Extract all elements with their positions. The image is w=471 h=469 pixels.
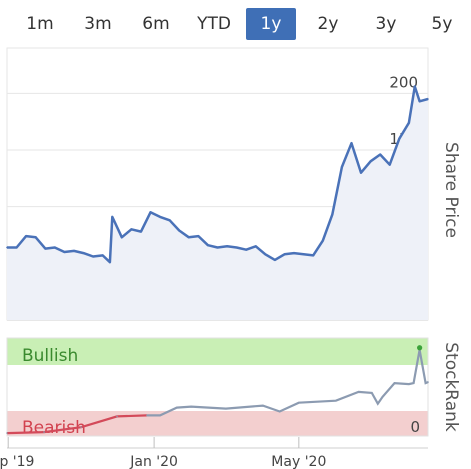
price-point <box>388 163 391 166</box>
rank-point <box>381 396 384 398</box>
price-point <box>302 253 305 256</box>
rank-point <box>159 414 161 417</box>
price-point <box>92 255 94 258</box>
price-point <box>101 254 104 257</box>
price-point <box>73 250 75 252</box>
rank-tick-label: 0 <box>410 418 420 436</box>
price-point <box>283 253 286 256</box>
rank-point <box>190 405 192 408</box>
rank-point <box>278 410 281 413</box>
price-tick-label: 200 <box>389 73 418 91</box>
rank-point <box>376 402 379 405</box>
price-point <box>264 253 267 256</box>
price-point <box>360 171 362 174</box>
x-tick-label: Sep '19 <box>0 454 34 469</box>
price-point <box>25 235 27 237</box>
price-point <box>350 142 353 144</box>
range-2y-button[interactable]: 2y <box>317 14 339 34</box>
price-point <box>235 246 238 249</box>
price-point <box>398 137 401 140</box>
price-point <box>312 254 314 257</box>
price-point <box>427 98 429 100</box>
price-point <box>140 230 142 233</box>
range-3m-button[interactable]: 3m <box>84 14 112 34</box>
x-tick-label: Jan '20 <box>129 454 178 469</box>
rank-point <box>298 401 300 404</box>
rank-point <box>393 382 396 384</box>
price-point <box>293 252 295 254</box>
price-point <box>44 247 47 250</box>
rank-point <box>146 414 148 417</box>
price-point <box>408 122 410 124</box>
price-point <box>54 246 56 249</box>
price-point <box>111 216 114 218</box>
price-point <box>321 239 324 242</box>
range-1y-button[interactable]: 1y <box>246 8 296 40</box>
price-point <box>207 244 209 246</box>
rank-point <box>412 382 415 384</box>
rank-point <box>427 381 429 383</box>
x-tick-label: May '20 <box>271 454 326 469</box>
rank-point <box>335 399 337 402</box>
range-selector: 1m 3m 6m YTD 1y 2y 3y 5y <box>0 0 471 44</box>
bearish-band <box>7 411 428 436</box>
price-point <box>149 211 152 214</box>
rank-axis-label: StockRank <box>441 342 461 432</box>
price-point <box>168 219 171 222</box>
price-point <box>187 236 190 239</box>
price-point <box>379 153 381 156</box>
price-point <box>109 261 111 264</box>
price-point <box>63 251 66 253</box>
price-point <box>216 246 219 249</box>
rank-plot-area <box>6 337 429 437</box>
rank-point <box>424 382 427 384</box>
rank-point <box>116 415 118 418</box>
rank-point <box>408 383 410 385</box>
price-point <box>274 259 276 261</box>
price-point <box>414 85 416 88</box>
range-3y-button[interactable]: 3y <box>375 14 397 34</box>
rank-point <box>6 432 8 434</box>
range-5y-button[interactable]: 5y <box>431 14 453 34</box>
range-ytd-button[interactable]: YTD <box>197 14 231 34</box>
bullish-label: Bullish <box>22 346 78 366</box>
price-point <box>159 216 161 218</box>
price-point <box>130 228 133 231</box>
bullish-band <box>7 338 428 365</box>
rank-point <box>370 392 373 394</box>
price-point <box>6 246 8 249</box>
price-point <box>178 229 181 232</box>
price-point <box>226 245 228 248</box>
price-point <box>369 160 372 163</box>
price-axis-label: Share Price <box>441 142 461 238</box>
price-point <box>254 245 257 248</box>
price-point <box>34 236 37 239</box>
rank-point <box>357 391 360 393</box>
price-point <box>341 166 343 168</box>
price-point <box>245 248 248 251</box>
price-point <box>82 252 85 254</box>
rank-point <box>262 404 264 407</box>
range-1m-button[interactable]: 1m <box>26 14 54 34</box>
price-point <box>331 213 334 216</box>
price-point <box>15 246 18 249</box>
price-point <box>418 100 421 103</box>
price-area-fill <box>7 86 428 320</box>
rank-point <box>176 406 178 409</box>
stockrank-marker <box>417 345 423 351</box>
rank-point <box>43 431 45 433</box>
price-point <box>121 236 123 239</box>
rank-point <box>80 426 82 428</box>
price-point <box>197 235 200 237</box>
rank-point <box>225 407 227 410</box>
range-6m-button[interactable]: 6m <box>142 14 170 34</box>
